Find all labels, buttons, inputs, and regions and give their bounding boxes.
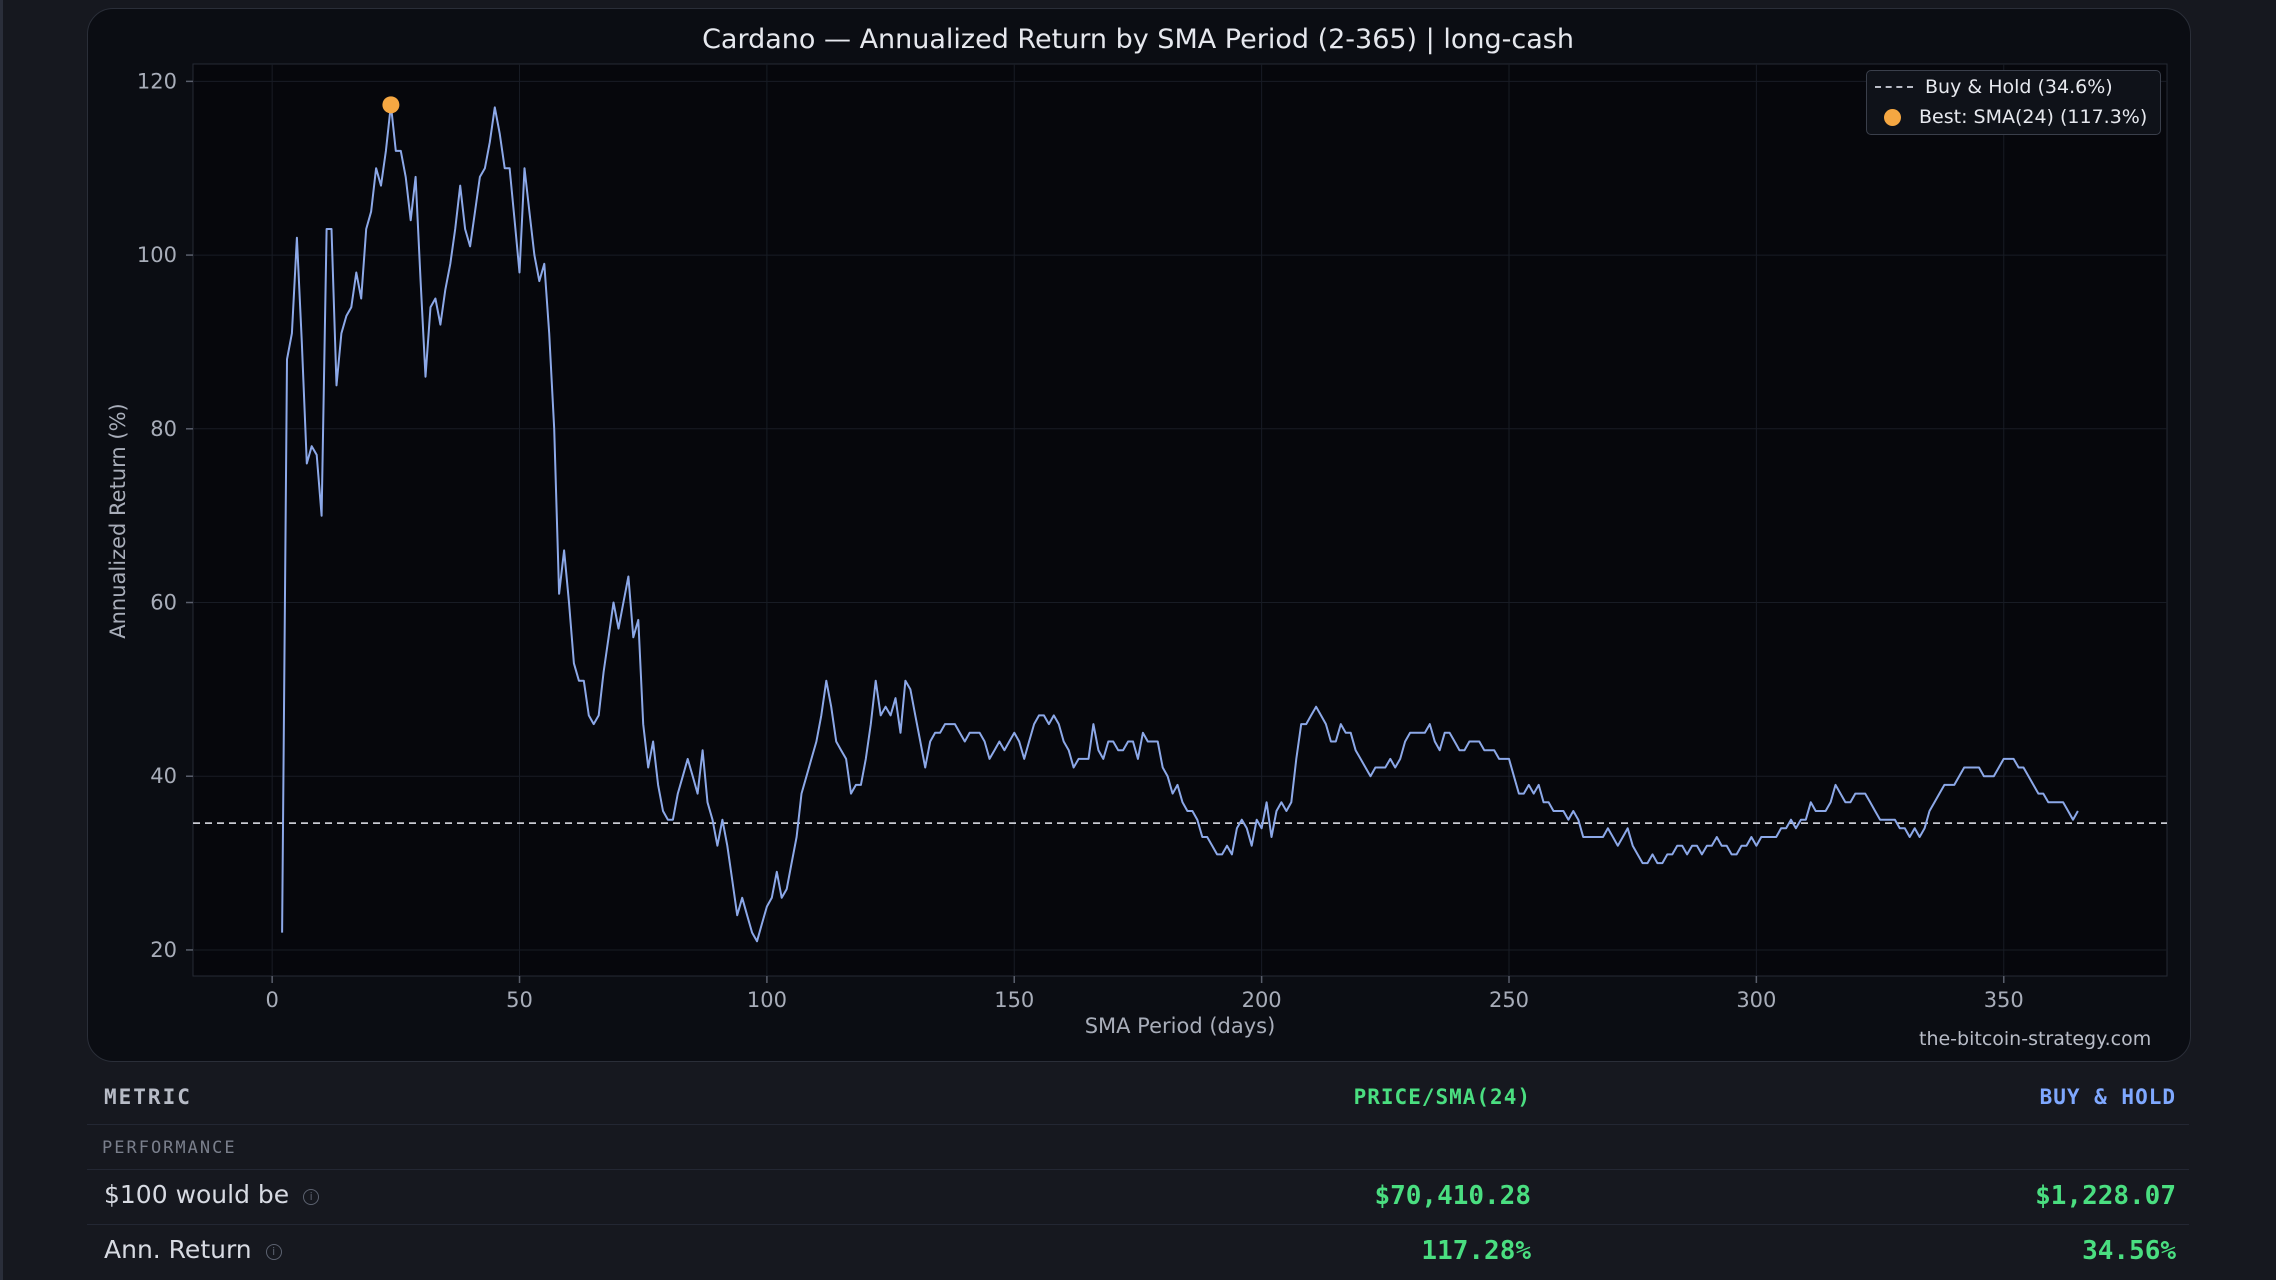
table-row: $100 would be i $70,410.28 $1,228.07 <box>87 1170 2189 1225</box>
legend: Buy & Hold (34.6%) Best: SMA(24) (117.3%… <box>1866 70 2161 135</box>
y-tick-label: 120 <box>137 69 177 93</box>
metric-label: $100 would be i <box>104 1180 320 1209</box>
chart-title: Cardano — Annualized Return by SMA Perio… <box>702 24 1574 55</box>
y-tick-label: 60 <box>150 591 177 615</box>
table-header-row: METRIC PRICE/SMA(24) BUY & HOLD <box>87 1070 2189 1125</box>
buy-hold-value: 34.56% <box>2082 1236 2176 1266</box>
y-axis-title: Annualized Return (%) <box>106 403 130 639</box>
x-tick-label: 0 <box>265 988 278 1012</box>
chart: 20 40 60 80 100 120 0 50 100 150 200 250 300 350 <box>137 63 2168 1012</box>
x-tick-label: 150 <box>994 988 1034 1012</box>
y-tick-label: 100 <box>137 243 177 267</box>
metric-label: Ann. Return i <box>104 1235 282 1264</box>
header-strategy: PRICE/SMA(24) <box>1353 1085 1531 1109</box>
y-tick-label: 40 <box>150 764 177 788</box>
dashed-line-icon <box>1875 86 1913 88</box>
window-edge <box>0 0 3 1280</box>
legend-label-best: Best: SMA(24) (117.3%) <box>1919 106 2148 128</box>
x-tick-label: 350 <box>1984 988 2024 1012</box>
x-tick-label: 200 <box>1242 988 1282 1012</box>
best-point-marker <box>382 96 400 114</box>
header-buy-hold: BUY & HOLD <box>2039 1085 2176 1109</box>
orange-dot-icon <box>1884 108 1901 126</box>
buy-hold-value: $1,228.07 <box>2035 1181 2176 1211</box>
y-tick-label: 20 <box>150 938 177 962</box>
y-tick-label: 80 <box>150 417 177 441</box>
info-circle-icon[interactable]: i <box>265 1243 282 1260</box>
section-label: PERFORMANCE <box>102 1138 237 1158</box>
x-tick-label: 50 <box>506 988 533 1012</box>
metric-label-text: $100 would be <box>104 1180 290 1209</box>
plot-area <box>192 63 2168 977</box>
info-circle-icon[interactable]: i <box>303 1188 320 1205</box>
return-series-line <box>281 103 2079 943</box>
legend-item-buy-hold: Buy & Hold (34.6%) <box>1867 73 2113 101</box>
strategy-value: $70,410.28 <box>1374 1181 1531 1211</box>
metrics-table: METRIC PRICE/SMA(24) BUY & HOLD PERFORMA… <box>87 1070 2189 1279</box>
metric-label-text: Ann. Return <box>104 1235 252 1264</box>
x-tick-label: 300 <box>1736 988 1776 1012</box>
x-tick-label: 100 <box>747 988 787 1012</box>
header-metric: METRIC <box>104 1085 192 1109</box>
section-row: PERFORMANCE <box>87 1125 2189 1170</box>
table-row: Ann. Return i 117.28% 34.56% <box>87 1225 2189 1279</box>
legend-label-buy-hold: Buy & Hold (34.6%) <box>1925 76 2113 98</box>
strategy-value: 117.28% <box>1421 1236 1531 1266</box>
watermark: the-bitcoin-strategy.com <box>1919 1028 2152 1050</box>
x-tick-label: 250 <box>1489 988 1529 1012</box>
x-axis-title: SMA Period (days) <box>1084 1014 1276 1038</box>
legend-item-best: Best: SMA(24) (117.3%) <box>1867 103 2147 131</box>
